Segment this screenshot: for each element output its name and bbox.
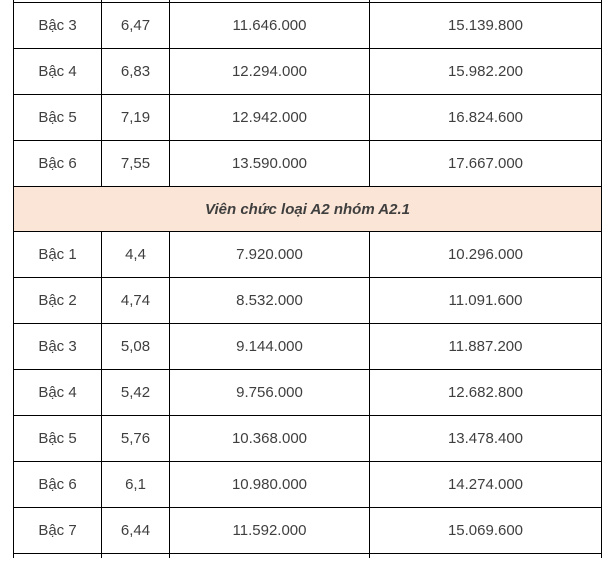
cell-salary-total: 15.982.200 <box>369 48 602 95</box>
cell-salary-total: 15.139.800 <box>369 2 602 49</box>
cell-salary-base: 9.756.000 <box>169 369 370 416</box>
cut-off-row-bottom <box>13 553 602 558</box>
cell-coefficient: 5,76 <box>101 415 170 462</box>
cell-coefficient: 6,47 <box>101 2 170 49</box>
table-row: Bậc 4 5,42 9.756.000 12.682.800 <box>13 369 602 416</box>
cell-level: Bậc 2 <box>13 277 102 324</box>
table-row: Bậc 4 6,83 12.294.000 15.982.200 <box>13 48 602 95</box>
partial-cell <box>101 553 170 558</box>
cell-coefficient: 6,1 <box>101 461 170 508</box>
cell-salary-total: 15.069.600 <box>369 507 602 554</box>
table-row: Bậc 1 4,4 7.920.000 10.296.000 <box>13 231 602 278</box>
cell-coefficient: 4,74 <box>101 277 170 324</box>
table-row: Bậc 3 6,47 11.646.000 15.139.800 <box>13 2 602 49</box>
table-row: Bậc 3 5,08 9.144.000 11.887.200 <box>13 323 602 370</box>
table-row: Bậc 6 6,1 10.980.000 14.274.000 <box>13 461 602 508</box>
cell-salary-total: 10.296.000 <box>369 231 602 278</box>
cell-level: Bậc 1 <box>13 231 102 278</box>
cell-coefficient: 5,42 <box>101 369 170 416</box>
section-title: Viên chức loại A2 nhóm A2.1 <box>13 186 602 232</box>
table-row: Bậc 2 4,74 8.532.000 11.091.600 <box>13 277 602 324</box>
cell-salary-base: 7.920.000 <box>169 231 370 278</box>
cell-coefficient: 7,55 <box>101 140 170 187</box>
salary-table-body: Bậc 3 6,47 11.646.000 15.139.800 Bậc 4 6,83 12… <box>13 0 602 558</box>
cell-level: Bậc 4 <box>13 369 102 416</box>
cell-salary-base: 13.590.000 <box>169 140 370 187</box>
cell-level: Bậc 4 <box>13 48 102 95</box>
section-header-row: Viên chức loại A2 nhóm A2.1 <box>13 186 602 232</box>
partial-cell <box>13 553 102 558</box>
cell-coefficient: 6,44 <box>101 507 170 554</box>
cell-level: Bậc 3 <box>13 2 102 49</box>
cell-salary-base: 10.980.000 <box>169 461 370 508</box>
cell-salary-total: 16.824.600 <box>369 94 602 141</box>
salary-table: Bậc 3 6,47 11.646.000 15.139.800 Bậc 4 6,83 12… <box>13 0 602 558</box>
partial-cell <box>169 553 370 558</box>
cell-salary-base: 12.294.000 <box>169 48 370 95</box>
table-row: Bậc 7 6,44 11.592.000 15.069.600 <box>13 507 602 554</box>
cell-coefficient: 4,4 <box>101 231 170 278</box>
cell-salary-total: 14.274.000 <box>369 461 602 508</box>
table-row: Bậc 6 7,55 13.590.000 17.667.000 <box>13 140 602 187</box>
cell-salary-base: 12.942.000 <box>169 94 370 141</box>
cell-coefficient: 7,19 <box>101 94 170 141</box>
cell-salary-total: 13.478.400 <box>369 415 602 462</box>
cell-level: Bậc 7 <box>13 507 102 554</box>
table-row: Bậc 5 7,19 12.942.000 16.824.600 <box>13 94 602 141</box>
cell-level: Bậc 5 <box>13 415 102 462</box>
table-row: Bậc 5 5,76 10.368.000 13.478.400 <box>13 415 602 462</box>
cell-level: Bậc 6 <box>13 461 102 508</box>
cell-level: Bậc 5 <box>13 94 102 141</box>
cell-level: Bậc 6 <box>13 140 102 187</box>
partial-cell <box>369 553 602 558</box>
cell-salary-base: 11.592.000 <box>169 507 370 554</box>
cell-salary-total: 11.091.600 <box>369 277 602 324</box>
cell-salary-total: 12.682.800 <box>369 369 602 416</box>
cell-salary-base: 8.532.000 <box>169 277 370 324</box>
cell-salary-base: 11.646.000 <box>169 2 370 49</box>
cell-salary-base: 9.144.000 <box>169 323 370 370</box>
cell-salary-total: 17.667.000 <box>369 140 602 187</box>
cell-coefficient: 5,08 <box>101 323 170 370</box>
cell-salary-total: 11.887.200 <box>369 323 602 370</box>
cell-coefficient: 6,83 <box>101 48 170 95</box>
cell-level: Bậc 3 <box>13 323 102 370</box>
cell-salary-base: 10.368.000 <box>169 415 370 462</box>
